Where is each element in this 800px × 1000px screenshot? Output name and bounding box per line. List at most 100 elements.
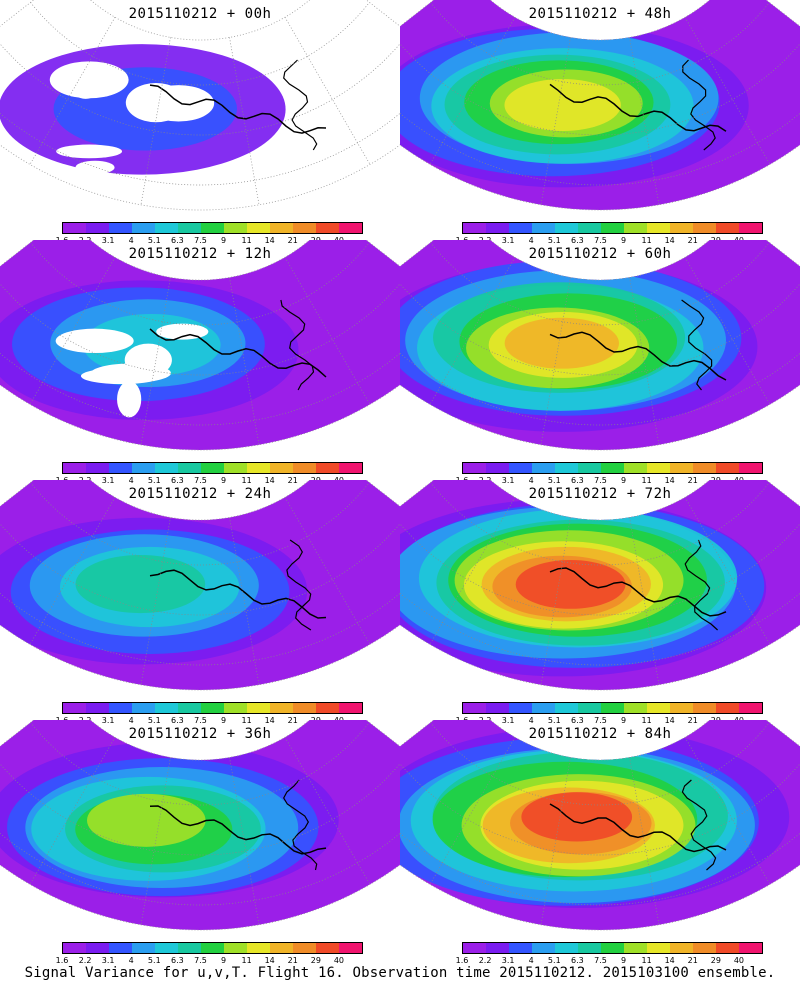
forecast-panel: 2015110212 + 24h1.62.23.145.16.37.591114…: [0, 480, 400, 725]
colorbar-tick-label: 5.1: [147, 716, 161, 725]
graticule-arc: [30, 482, 370, 566]
colorbar-swatch: [555, 943, 578, 953]
map-boundary: [0, 0, 400, 211]
coastline: [280, 299, 315, 391]
missing-data-area: [75, 160, 115, 175]
colorbar-tick-label: 11: [241, 236, 252, 245]
colorbar-swatch: [339, 463, 362, 473]
graticule-meridian: [284, 17, 371, 165]
graticule-arc: [430, 722, 770, 806]
colorbar-swatch: [293, 463, 316, 473]
colorbar-swatch: [293, 943, 316, 953]
colorbar-swatch: [155, 943, 178, 953]
graticule-meridian: [629, 277, 660, 445]
graticule-arc: [0, 283, 400, 376]
colorbar-swatch: [270, 463, 293, 473]
graticule-meridian: [229, 517, 260, 685]
graticule-arc: [400, 352, 800, 426]
colorbar-swatch: [601, 943, 624, 953]
colorbar-tick-label: 21: [287, 236, 298, 245]
colorbar-swatch: [647, 223, 670, 233]
colorbar-swatch: [132, 703, 155, 713]
colorbar-swatch: [86, 223, 109, 233]
colorbar-swatch: [178, 463, 201, 473]
variance-contour: [504, 317, 620, 369]
colorbar-swatch: [555, 223, 578, 233]
forecast-panel: 2015110212 + 72h1.62.23.145.16.37.591114…: [400, 480, 800, 725]
colorbar-tick-label: 3.1: [101, 236, 115, 245]
colorbar-swatch: [155, 223, 178, 233]
colorbar-tick-label: 5.1: [547, 716, 561, 725]
panel-title: 2015110212 + 24h: [128, 486, 272, 502]
graticule-arc: [0, 592, 400, 666]
graticule-arc: [0, 352, 400, 426]
graticule-arc: [400, 832, 800, 906]
graticule-meridian: [540, 37, 571, 205]
missing-data-area: [125, 83, 187, 123]
colorbar-tick-label: 7.5: [594, 956, 607, 965]
colorbar-tick-label: 14: [264, 956, 275, 965]
colorbar-swatch: [224, 703, 247, 713]
forecast-panel: 2015110212 + 84h 1.6 2.2 3.1 4 5.1 6.3 7.5 9 11 14…: [400, 720, 800, 965]
colorbar-swatch: [293, 223, 316, 233]
panel-title: 2015110212 + 48h: [528, 6, 672, 22]
colorbar-swatch: [693, 463, 716, 473]
colorbar-tick-label: 14: [264, 476, 275, 485]
graticule-arc: [430, 2, 770, 86]
forecast-panel: 2015110212 + 00h1.62.23.145.16.37.591114…: [0, 0, 400, 245]
colorbar-swatch: [578, 463, 601, 473]
variance-map: [400, 0, 800, 211]
colorbar-swatch: [670, 223, 693, 233]
colorbar-tick-label: 7.5: [594, 476, 607, 485]
coastline: [149, 805, 327, 855]
colorbar-swatch: [132, 223, 155, 233]
colorbar-tick-label: 3.1: [501, 236, 515, 245]
panel-title: 2015110212 + 36h: [128, 726, 272, 742]
colorbar-swatch: [509, 463, 532, 473]
colorbar-swatch: [509, 703, 532, 713]
colorbar-swatch: [109, 703, 132, 713]
colorbar-swatch: [578, 703, 601, 713]
forecast-panel: 2015110212 + 48h1.62.23.145.16.37.591114…: [400, 0, 800, 245]
colorbar-swatch: [463, 703, 486, 713]
colorbar-swatch: [555, 463, 578, 473]
graticule-meridian: [629, 37, 660, 205]
colorbar-swatch: [270, 943, 293, 953]
colorbar-swatch: [247, 703, 270, 713]
colorbar-swatch: [578, 223, 601, 233]
colorbar-swatch: [463, 943, 486, 953]
graticule-meridian: [684, 17, 771, 165]
colorbar-swatch: [670, 703, 693, 713]
graticule-arc: [0, 763, 400, 856]
coastline: [149, 328, 327, 378]
graticule-meridian: [140, 757, 171, 925]
coastline: [149, 84, 327, 134]
panel-title: 2015110212 + 12h: [128, 246, 272, 262]
graticule-arc: [30, 722, 370, 806]
colorbar-tick-label: 9: [620, 236, 627, 245]
colorbar-tick-label: 4: [528, 236, 534, 245]
colorbar-swatch: [555, 703, 578, 713]
missing-data-area: [117, 381, 142, 418]
colorbar-tick-label: 21: [687, 236, 698, 245]
colorbar-swatch: [486, 943, 509, 953]
graticule-arc: [400, 283, 800, 376]
colorbar-tick-label: 6.3: [171, 236, 184, 245]
colorbar-tick-label: 9: [220, 716, 227, 725]
colorbar-tick-label: 9: [220, 236, 227, 245]
colorbar-tick-label: 21: [287, 956, 298, 965]
colorbar-tick-label: 3.1: [501, 956, 515, 965]
colorbar-swatch: [739, 703, 762, 713]
panel-title: 2015110212 + 84h: [528, 726, 672, 742]
colorbar-tick-label: 6.3: [571, 716, 584, 725]
colorbar-swatch: [647, 463, 670, 473]
colorbar-tick-label: 11: [641, 956, 652, 965]
graticule-arc: [30, 242, 370, 326]
map-boundary: [0, 240, 400, 451]
colorbar-tick-label: 4: [128, 476, 134, 485]
colorbar-swatch: [647, 703, 670, 713]
colorbar-swatch: [86, 943, 109, 953]
colorbar-swatch: [739, 223, 762, 233]
colorbar-tick-label: 11: [241, 956, 252, 965]
